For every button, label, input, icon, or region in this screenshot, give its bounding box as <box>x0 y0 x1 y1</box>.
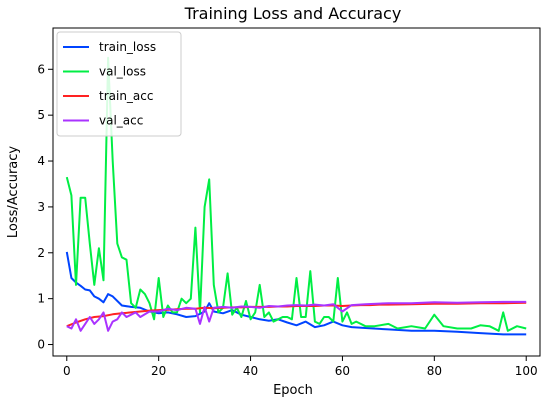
x-axis-label: Epoch <box>273 383 313 398</box>
x-tick-label: 100 <box>515 364 538 378</box>
legend-label: val_loss <box>99 65 146 79</box>
y-tick-label: 2 <box>37 246 45 260</box>
axis-ticks: 0 20 40 60 80 100 0 1 2 3 4 5 6 <box>37 62 537 378</box>
y-tick-label: 4 <box>37 154 45 168</box>
series-line-val-acc <box>66 300 527 332</box>
y-tick-label: 0 <box>37 338 45 352</box>
series-line-val-loss <box>65 56 527 332</box>
chart-title: Training Loss and Accuracy <box>184 4 402 23</box>
x-tick-label: 40 <box>243 364 258 378</box>
y-tick-label: 3 <box>37 200 45 214</box>
x-tick-label: 60 <box>335 364 350 378</box>
legend: train_loss val_loss train_acc val_acc <box>56 31 182 137</box>
x-tick-label: 20 <box>151 364 166 378</box>
legend-label: train_loss <box>99 40 156 54</box>
x-tick-label: 0 <box>63 364 71 378</box>
legend-label: val_acc <box>99 114 143 128</box>
y-tick-label: 1 <box>37 292 45 306</box>
legend-box <box>56 31 182 137</box>
plot-area <box>65 56 527 336</box>
x-tick-label: 80 <box>427 364 442 378</box>
y-tick-label: 6 <box>37 62 45 76</box>
y-axis-label: Loss/Accuracy <box>6 146 21 239</box>
legend-label: train_acc <box>99 89 153 103</box>
y-tick-label: 5 <box>37 108 45 122</box>
axes-frame <box>52 27 541 357</box>
